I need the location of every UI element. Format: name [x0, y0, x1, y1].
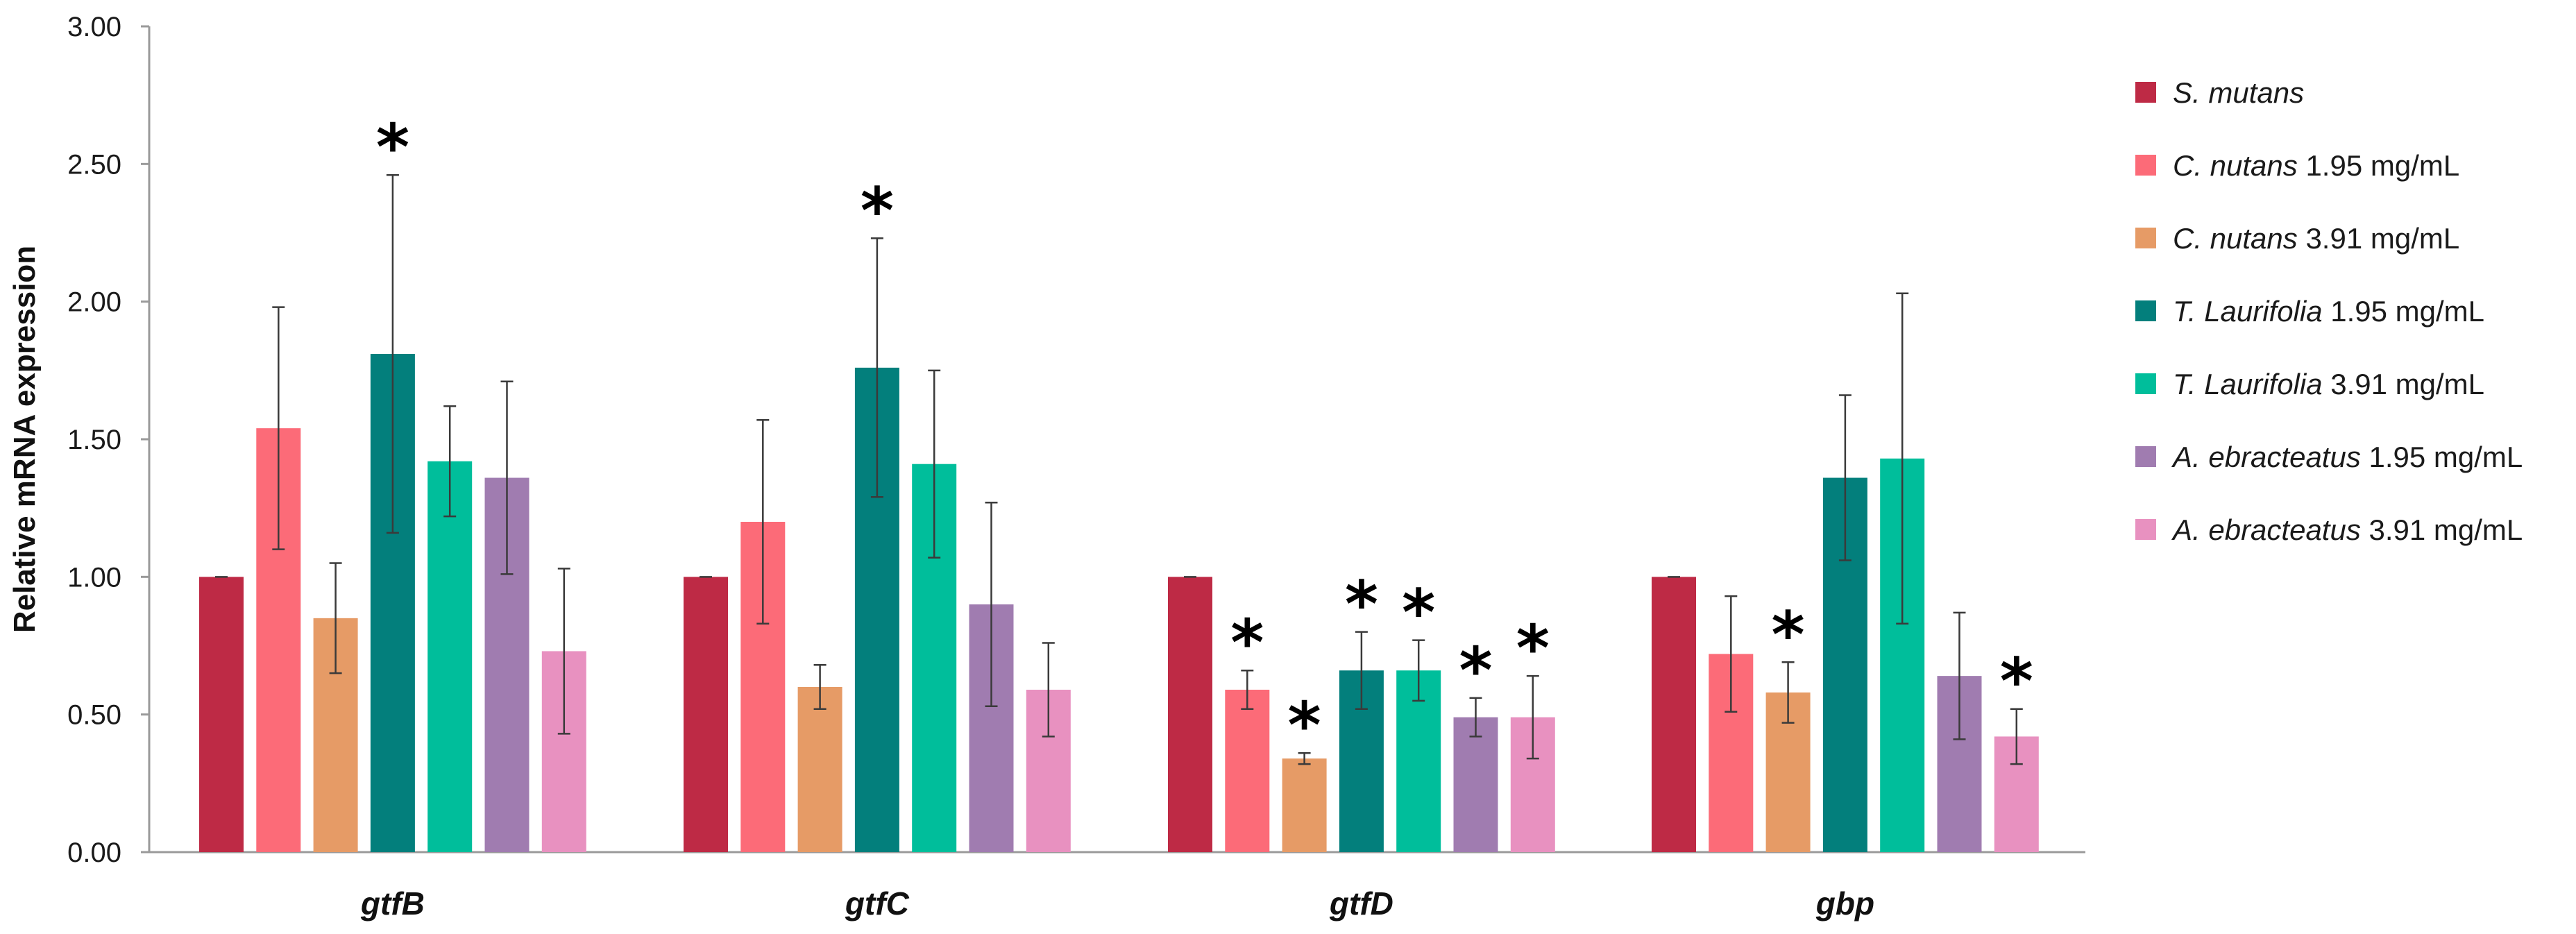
legend-label-species: C. nutans — [2173, 149, 2298, 182]
legend-label: A. ebracteatus 1.95 mg/mL — [2171, 441, 2523, 473]
y-tick-label: 0.00 — [67, 838, 121, 868]
legend-label-species: A. ebracteatus — [2171, 441, 2361, 473]
legend-label: C. nutans 3.91 mg/mL — [2173, 222, 2459, 255]
y-tick-label: 3.00 — [67, 12, 121, 42]
legend-swatch — [2135, 155, 2156, 176]
legend-label: T. Laurifolia 1.95 mg/mL — [2173, 295, 2484, 328]
bars-layer: * * * * * * * * * * — [199, 110, 2039, 852]
legend-label: T. Laurifolia 3.91 mg/mL — [2173, 368, 2484, 400]
bar — [1453, 717, 1498, 852]
y-tick-label: 2.00 — [67, 287, 121, 318]
legend-swatch — [2135, 82, 2156, 103]
legend-label-concentration: 3.91 mg/mL — [2361, 513, 2523, 546]
significance-star: * — [376, 110, 409, 185]
legend-label-species: S. mutans — [2173, 76, 2304, 109]
significance-star: * — [1288, 688, 1321, 763]
significance-star: * — [1459, 634, 1492, 708]
significance-star: * — [861, 173, 894, 248]
x-category-label: gtfB — [360, 885, 425, 922]
x-category-label: gbp — [1815, 885, 1874, 922]
legend-label-concentration: 1.95 mg/mL — [2361, 441, 2523, 473]
significance-star: * — [2000, 645, 2033, 719]
legend-swatch — [2135, 300, 2156, 321]
legend-swatch — [2135, 519, 2156, 540]
y-axis-title: Relative mRNA expression — [8, 246, 42, 633]
significance-star: * — [1516, 611, 1550, 686]
bar — [1282, 758, 1327, 852]
bar — [199, 577, 244, 852]
legend-swatch — [2135, 228, 2156, 248]
legend-label-species: A. ebracteatus — [2171, 513, 2361, 546]
legend-label-species: T. Laurifolia — [2173, 368, 2323, 400]
bar — [1168, 577, 1212, 852]
bar — [1225, 689, 1270, 852]
significance-star: * — [1345, 568, 1378, 642]
bar — [1652, 577, 1696, 852]
significance-star: * — [1230, 606, 1264, 680]
significance-star: * — [1772, 597, 1805, 672]
bar — [797, 687, 842, 852]
legend-label: S. mutans — [2173, 76, 2304, 109]
legend-label-species: C. nutans — [2173, 222, 2298, 255]
y-tick-label: 0.50 — [67, 700, 121, 731]
y-tick-label: 1.50 — [67, 425, 121, 455]
legend-swatch — [2135, 373, 2156, 394]
axes: 0.00 0.50 1.00 1.50 2.00 2.50 3.00 Relative mRN… — [8, 12, 2085, 922]
legend-label-concentration: 1.95 mg/mL — [2323, 295, 2484, 328]
legend-label-concentration: 1.95 mg/mL — [2298, 149, 2459, 182]
legend-label: A. ebracteatus 3.91 mg/mL — [2171, 513, 2523, 546]
legend-label-species: T. Laurifolia — [2173, 295, 2323, 328]
x-category-label: gtfD — [1329, 885, 1393, 922]
legend-swatch — [2135, 446, 2156, 467]
x-category-label: gtfC — [845, 885, 910, 922]
y-tick-label: 2.50 — [67, 149, 121, 180]
legend-label-concentration: 3.91 mg/mL — [2298, 222, 2459, 255]
y-tick-label: 1.00 — [67, 562, 121, 593]
legend-label: C. nutans 1.95 mg/mL — [2173, 149, 2459, 182]
significance-star: * — [1402, 576, 1435, 650]
legend-label-concentration: 3.91 mg/mL — [2323, 368, 2484, 400]
bar — [427, 461, 473, 852]
bar — [684, 577, 728, 852]
